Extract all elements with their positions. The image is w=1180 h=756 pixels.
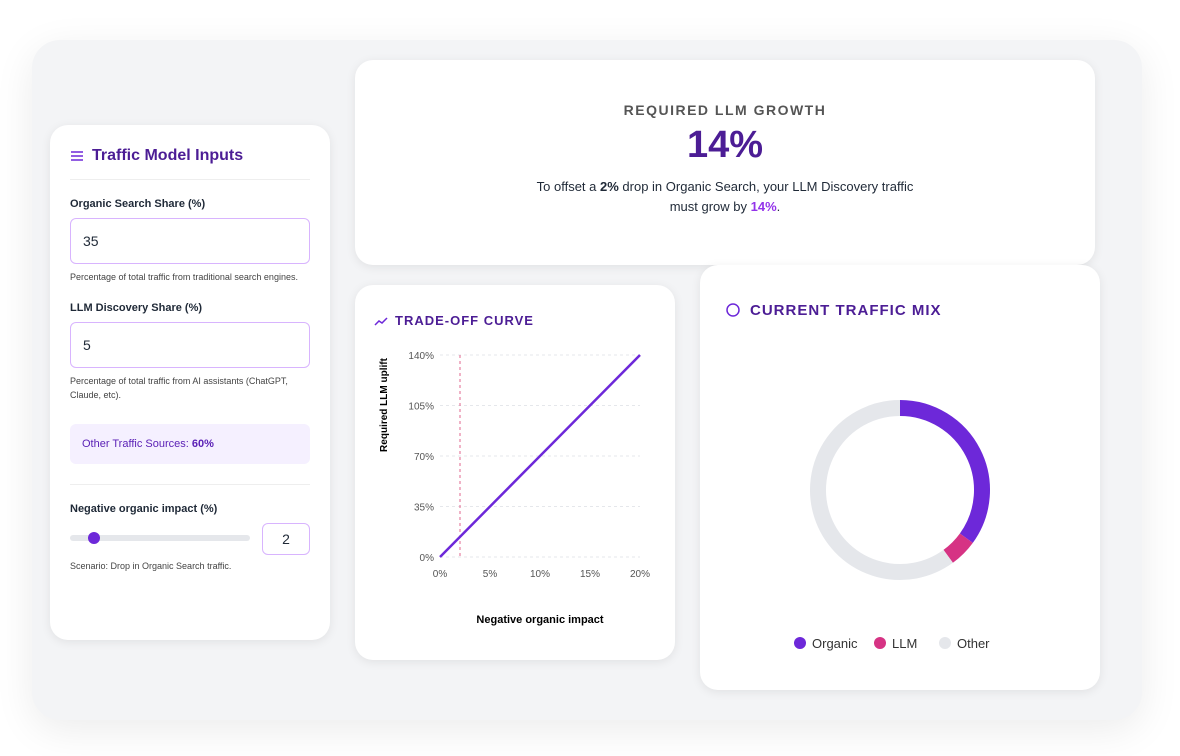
y-tick-label: 0% [420,553,435,564]
field-help: Percentage of total traffic from AI assi… [70,376,288,400]
x-tick-label: 15% [580,569,600,580]
impact-note: Scenario: Drop in Organic Search traffic… [70,561,232,571]
y-tick-label: 70% [414,452,434,463]
y-tick-label: 140% [408,351,434,362]
text: 2% [600,179,619,194]
text: 14% [750,199,777,214]
inputs-title: Traffic Model Inputs [92,147,244,164]
legend-dot [874,637,886,649]
impact-input[interactable]: 2 [262,523,310,555]
slider-thumb[interactable] [88,532,100,544]
field-label: Organic Search Share (%) [70,198,206,210]
result-card: REQUIRED LLM GROWTH 14% To offset a 2% d… [355,60,1095,265]
text: To offset a [536,179,600,194]
legend-label: LLM [892,636,917,651]
x-tick-label: 0% [433,569,448,580]
slider-track [70,535,250,541]
inputs-heading: Traffic Model Inputs [70,147,310,180]
other-sources: Other Traffic Sources: 60% [70,424,310,464]
trend-icon [374,317,388,326]
x-tick-label: 10% [530,569,550,580]
legend-dot [939,637,951,649]
other-value: 60% [191,438,214,450]
tradeoff-card: TRADE-OFF CURVE Required LLM uplift Nega… [355,285,675,660]
x-axis-label: Negative organic impact [476,614,603,626]
legend-dot [794,637,806,649]
text: . [776,199,781,214]
result-text: To offset a 2% drop in Organic Search, y… [535,177,915,217]
mix-card: CURRENT TRAFFIC MIX Organic LLM Other [700,265,1100,690]
tradeoff-chart: TRADE-OFF CURVE Required LLM uplift Nega… [374,313,650,626]
llm-input[interactable]: 5 [70,322,310,368]
y-tick-label: 35% [414,503,434,514]
y-axis-label: Required LLM uplift [379,357,390,452]
legend-label: Other [957,636,990,651]
mix-chart: CURRENT TRAFFIC MIX Organic LLM Other [726,302,990,651]
chart-title: CURRENT TRAFFIC MIX [750,302,942,319]
line [439,354,641,558]
field-help: Percentage of total traffic from traditi… [70,272,298,282]
legend-label: Organic [812,636,858,651]
donut-slice [899,400,990,543]
x-tick-label: 20% [630,569,650,580]
sliders-icon [71,151,83,161]
impact-label: Negative organic impact (%) [70,503,218,515]
result-heading: REQUIRED LLM GROWTH [623,102,827,118]
y-tick-label: 105% [408,402,434,413]
other-label: Other Traffic Sources: [82,438,189,450]
inputs-card: Traffic Model Inputs Organic Search Shar… [50,125,330,640]
pie-icon [726,303,740,317]
text: drop in Organic Search, your LLM Discove… [618,179,914,214]
chart-title: TRADE-OFF CURVE [395,313,534,328]
result-value: 14% [686,124,764,166]
impact-slider[interactable]: 2 [70,523,310,555]
x-tick-label: 5% [483,569,498,580]
donut-slice [943,533,973,563]
organic-input[interactable]: 35 [70,218,310,264]
donut-slice [810,400,953,580]
field-label: LLM Discovery Share (%) [70,302,203,314]
